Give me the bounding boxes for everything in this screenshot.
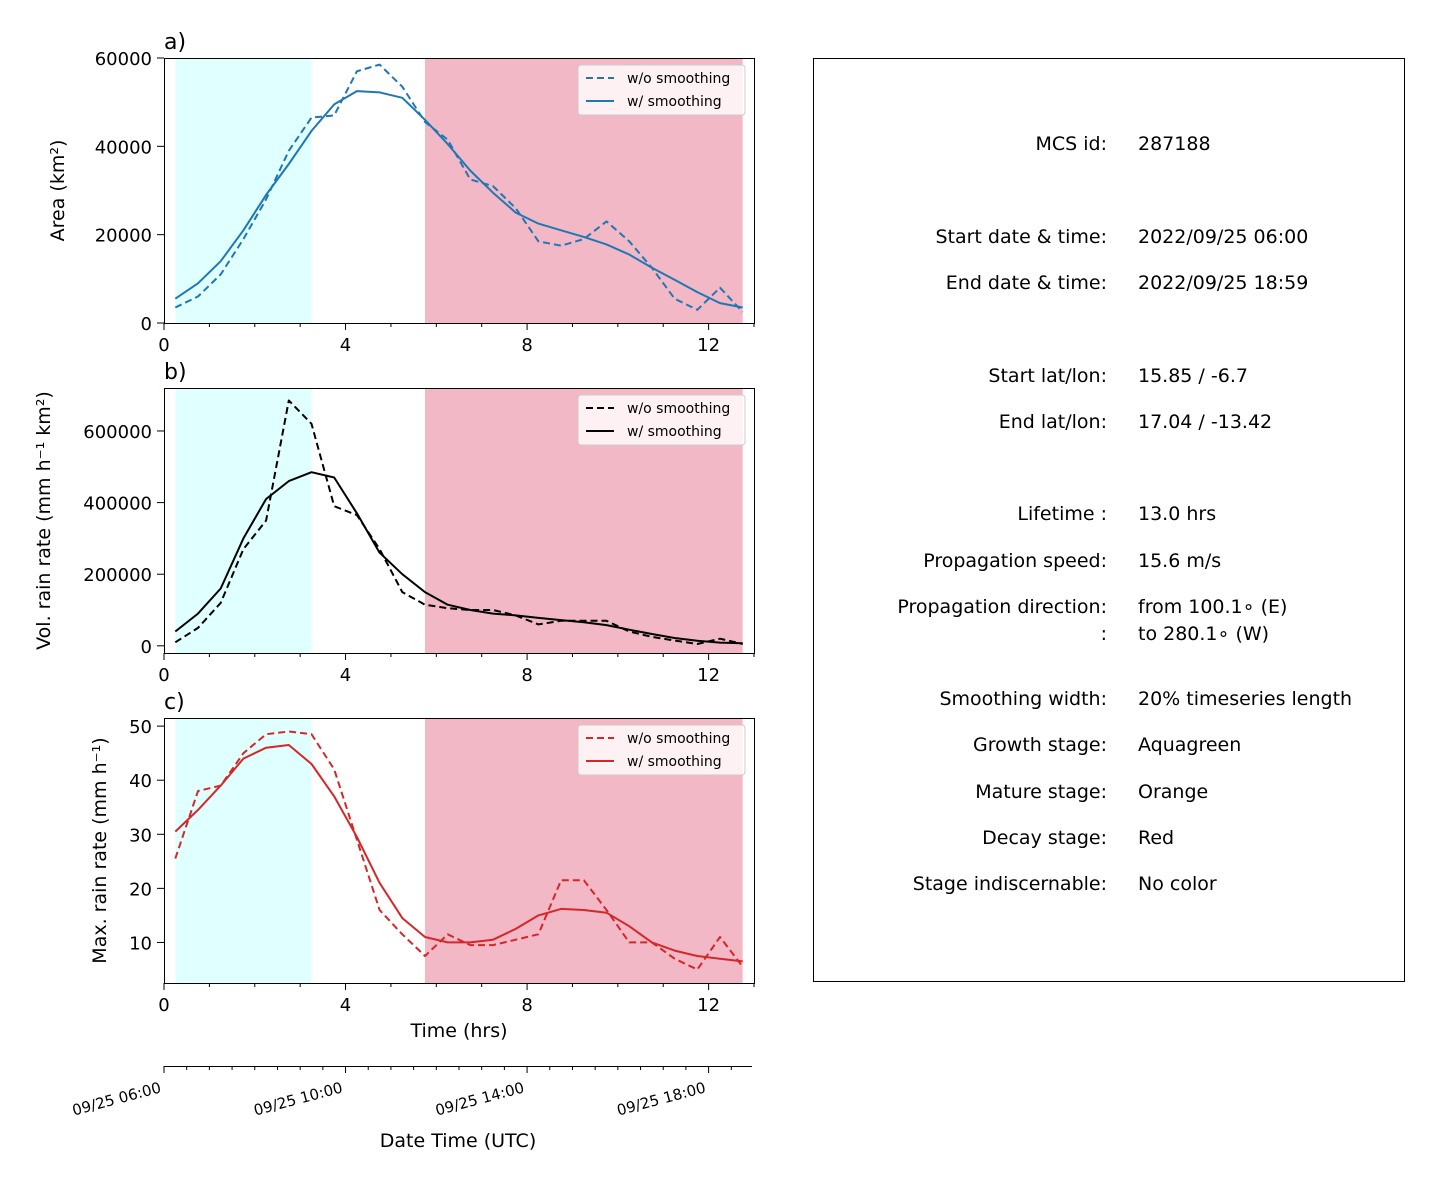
info-row-label: Decay stage: [982, 827, 1107, 849]
growth-stage-band [175, 388, 312, 653]
y-tick-label: 30 [129, 825, 152, 846]
x-tick-label: 0 [158, 995, 169, 1016]
y-tick-label: 20000 [95, 226, 152, 247]
info-row-value: 2022/09/25 18:59 [1138, 272, 1308, 294]
info-row-value: 2022/09/25 06:00 [1138, 226, 1308, 248]
x-tick-label: 8 [521, 665, 532, 686]
date-tick-label: 09/25 06:00 [70, 1078, 163, 1119]
panel-label: b) [164, 360, 187, 385]
info-row-value: Red [1138, 827, 1174, 849]
info-row-value: Orange [1138, 781, 1208, 803]
date-tick-label: 09/25 18:00 [615, 1078, 708, 1119]
legend-box [577, 64, 746, 116]
info-row-label: Propagation speed: [923, 550, 1107, 572]
plot-frame [164, 718, 755, 984]
info-row-label: End date & time: [946, 272, 1107, 294]
panel-1: 0 20000 40000 60000 0 4 8 12 a) Area (km²) w/o smo… [47, 30, 755, 356]
info-row-value: from 100.1∘ (E) [1138, 596, 1287, 618]
x-axis-label: Time (hrs) [409, 1020, 507, 1042]
legend: w/o smoothing w/ smoothing [577, 64, 746, 116]
x-tick-label: 4 [340, 665, 351, 686]
x-tick-label: 12 [697, 995, 720, 1016]
y-tick-label: 50 [129, 717, 152, 738]
legend-label: w/ smoothing [627, 94, 722, 110]
info-box [813, 58, 1405, 982]
info-row-label: Mature stage: [975, 781, 1107, 803]
info-row-label: Stage indiscernable: [913, 873, 1107, 895]
plot-frame [164, 388, 755, 654]
info-row-label: : [1101, 623, 1107, 645]
y-axis-label: Area (km²) [47, 140, 69, 242]
info-row-value: 15.6 m/s [1138, 550, 1221, 572]
x-tick-label: 12 [697, 335, 720, 356]
y-tick-label: 0 [141, 314, 152, 335]
legend-box [577, 394, 746, 446]
x-tick-label: 4 [340, 335, 351, 356]
y-tick-label: 40 [129, 771, 152, 792]
info-row-label: Start lat/lon: [988, 365, 1107, 387]
info-row-value: 20% timeseries length [1138, 688, 1352, 710]
info-rows: MCS id: 287188 Start date & time: 2022/09/2… [897, 133, 1352, 895]
x-tick-label: 8 [521, 335, 532, 356]
x-tick-label: 4 [340, 995, 351, 1016]
date-axis: 09/25 06:00 09/25 10:00 09/25 14:00 09/25 1… [70, 1066, 752, 1119]
y-tick-label: 10 [129, 933, 152, 954]
series-line-smoothed [174, 90, 743, 309]
date-axis-label: Date Time (UTC) [380, 1130, 536, 1152]
growth-stage-band [175, 718, 312, 983]
legend-box [577, 724, 746, 776]
panel-3: 10 20 30 40 50 0 4 8 12 c) Max. rain rate (mm h⁻¹)… [89, 690, 755, 1016]
info-row-value: 13.0 hrs [1138, 503, 1216, 525]
info-row-label: Start date & time: [935, 226, 1107, 248]
info-row-label: Lifetime : [1017, 503, 1107, 525]
legend-label: w/o smoothing [627, 401, 730, 417]
x-tick-label: 12 [697, 665, 720, 686]
series-line-raw [174, 399, 743, 645]
date-tick-label: 09/25 10:00 [252, 1078, 345, 1119]
x-tick-label: 8 [521, 995, 532, 1016]
info-row-value: Aquagreen [1138, 734, 1241, 756]
info-row-value: 17.04 / -13.42 [1138, 411, 1272, 433]
info-row-value: 15.85 / -6.7 [1138, 365, 1248, 387]
y-tick-label: 600000 [83, 422, 152, 443]
y-axis-label: Vol. rain rate (mm h⁻¹ km²) [33, 391, 55, 650]
series-line-raw [174, 730, 744, 971]
info-row-label: Smoothing width: [939, 688, 1107, 710]
panel-label: c) [164, 690, 185, 715]
growth-stage-band [175, 58, 312, 323]
panel-2: 0 200000 400000 600000 0 4 8 12 b) Vol. rain rate… [33, 360, 755, 686]
y-tick-label: 40000 [95, 137, 152, 158]
legend-label: w/o smoothing [627, 71, 730, 87]
info-row-value: to 280.1∘ (W) [1138, 623, 1269, 645]
y-tick-label: 400000 [83, 494, 152, 515]
y-tick-label: 20 [129, 879, 152, 900]
legend: w/o smoothing w/ smoothing [577, 394, 746, 446]
x-tick-label: 0 [158, 335, 169, 356]
info-row-label: Growth stage: [973, 734, 1107, 756]
info-row-label: MCS id: [1035, 133, 1107, 155]
x-tick-label: 0 [158, 665, 169, 686]
y-axis-label: Max. rain rate (mm h⁻¹) [89, 737, 111, 963]
series-line-smoothed [174, 471, 743, 645]
info-row-label: End lat/lon: [999, 411, 1107, 433]
info-row-value: No color [1138, 873, 1217, 895]
series-line-smoothed [174, 744, 743, 963]
y-tick-label: 0 [141, 637, 152, 658]
y-tick-label: 60000 [95, 49, 152, 70]
y-tick-label: 200000 [83, 565, 152, 586]
info-row-label: Propagation direction: [897, 596, 1107, 618]
panel-label: a) [164, 30, 186, 55]
legend: w/o smoothing w/ smoothing [577, 724, 746, 776]
legend-label: w/o smoothing [627, 731, 730, 747]
legend-label: w/ smoothing [627, 754, 722, 770]
plot-frame [164, 58, 755, 324]
legend-label: w/ smoothing [627, 424, 722, 440]
date-tick-label: 09/25 14:00 [433, 1078, 526, 1119]
info-row-value: 287188 [1138, 133, 1211, 155]
